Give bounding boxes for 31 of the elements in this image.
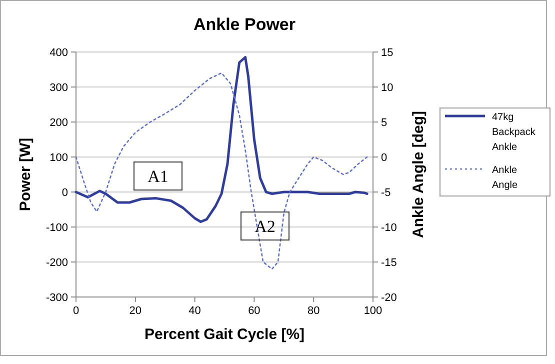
y2-tick-label: -20 <box>381 292 397 304</box>
annotation: A1 <box>148 167 168 186</box>
y2-axis-title: Ankle Angle [deg] <box>410 111 427 238</box>
y2-tick-label: -5 <box>381 187 391 199</box>
y-tick-label: -300 <box>46 292 68 304</box>
x-tick-label: 20 <box>129 305 142 317</box>
annotation: A2 <box>254 217 276 236</box>
y-tick-label: 0 <box>62 187 68 199</box>
y-tick-label: -200 <box>46 257 68 269</box>
y-tick-label: 300 <box>50 82 68 94</box>
legend-label: Ankle Angle <box>492 165 518 191</box>
x-tick-label: 80 <box>307 305 320 317</box>
y2-tick-label: -15 <box>381 257 397 269</box>
y-tick-label: 100 <box>50 152 68 164</box>
line-series <box>75 72 368 270</box>
chart-title: Ankle Power <box>193 15 296 34</box>
x-tick-label: 40 <box>188 305 201 317</box>
y2-tick-label: 5 <box>381 117 388 129</box>
y-tick-label: 200 <box>50 117 68 129</box>
x-axis-title: Percent Gait Cycle [%] <box>144 326 305 343</box>
y2-tick-label: 10 <box>381 82 394 94</box>
legend-label: 47kg Backpack Ankle <box>492 112 536 153</box>
x-tick-label: 60 <box>248 305 260 317</box>
y-axis-title: Power [W] <box>17 138 34 212</box>
y2-tick-label: 15 <box>381 47 394 59</box>
y2-tick-label: 0 <box>381 152 388 164</box>
x-tick-label: 100 <box>364 305 382 317</box>
y-tick-label: -100 <box>46 222 68 234</box>
y-tick-label: 400 <box>50 47 68 59</box>
y2-tick-label: -10 <box>381 222 397 234</box>
x-tick-label: 0 <box>72 305 80 317</box>
